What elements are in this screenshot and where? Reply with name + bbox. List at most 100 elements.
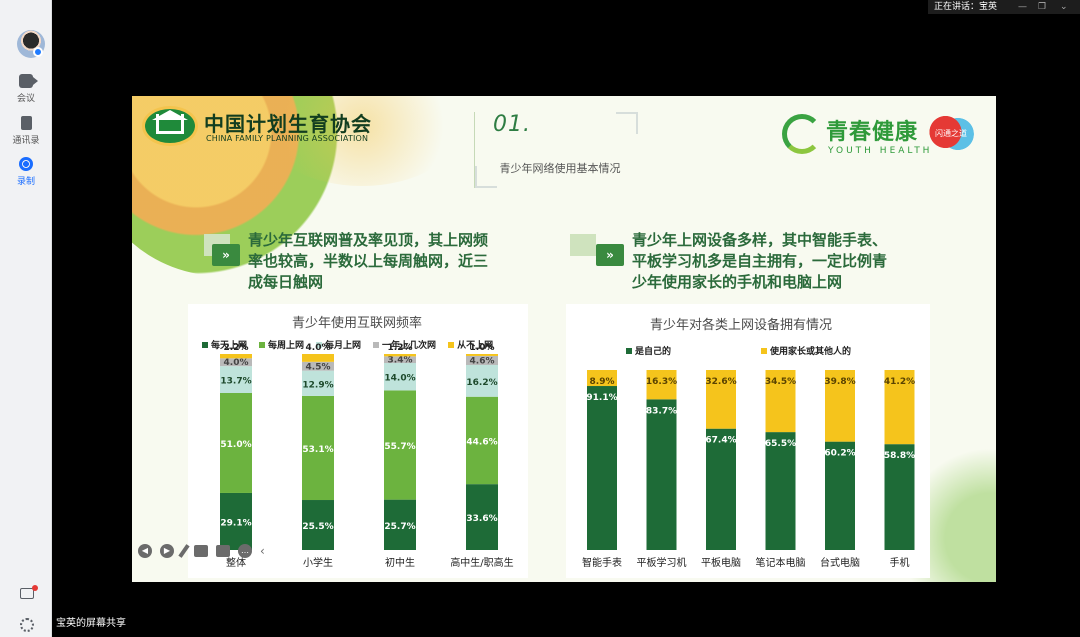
frequency-stacked-bar-chart: 29.1% 51.0% 13.7% 4.0% 2.2% 整体 25.5% 53.1% 12.9%… [220, 343, 514, 569]
bar-segment [302, 370, 334, 396]
bar-segment [220, 393, 252, 493]
bar-segment [466, 354, 498, 356]
screen-icon[interactable] [216, 545, 230, 557]
data-label: 29.1% [220, 518, 251, 528]
org-name-cn: 中国计划生育协会 [204, 112, 372, 136]
data-label: 25.7% [384, 522, 415, 532]
previous-icon[interactable]: ◀ [138, 544, 152, 558]
bar-segment [220, 358, 252, 367]
legend-item: 每周上网 [259, 338, 304, 351]
bar-segment [765, 432, 796, 550]
device-chart-panel: 青少年对各类上网设备拥有情况 是自己的 使用家长或其他人的 91.1% 8.9% 智能… [566, 304, 930, 578]
headline-arrow-icon: » [596, 244, 624, 266]
brand-name-en: YOUTH HEALTH [828, 146, 933, 156]
category-label: 手机 [890, 556, 910, 569]
more-icon[interactable]: … [238, 544, 252, 558]
headline-line: 青少年上网设备多样，其中智能手表、 [632, 231, 888, 249]
settings-gear-icon[interactable] [20, 618, 34, 632]
cfpa-logo-roof [152, 110, 188, 120]
cfpa-logo-house [156, 114, 184, 134]
category-label: 平板学习机 [637, 556, 687, 569]
legend-label: 每周上网 [268, 341, 305, 351]
chart-title: 青少年使用互联网频率 [292, 316, 423, 331]
bar-segment [646, 370, 677, 400]
data-label: 4.6% [470, 356, 495, 366]
laser-icon[interactable] [194, 545, 208, 557]
bar-segment [466, 396, 498, 485]
sidebar-item-label: 录制 [16, 177, 35, 187]
minimize-icon[interactable]: — [1018, 2, 1027, 12]
data-label: 55.7% [384, 442, 415, 452]
category-label: 整体 [226, 556, 246, 569]
headline-line: 少年使用家长的手机和电脑上网 [632, 273, 843, 291]
legend-label: 是自己的 [635, 347, 672, 357]
legend-swatch [202, 341, 208, 348]
headline-decor [570, 234, 596, 256]
bar-segment [466, 355, 498, 365]
bar-segment [384, 354, 416, 357]
bar-segment [302, 395, 334, 501]
bar-segment [220, 366, 252, 394]
mail-icon[interactable] [20, 588, 34, 599]
bar-segment [706, 428, 736, 550]
bar-segment [884, 444, 915, 550]
next-icon[interactable]: ▶ [160, 544, 174, 558]
chart-legend: 每天上网 每周上网 每月上网 一年上几次网 从不上网 [202, 338, 493, 351]
data-label: 58.8% [884, 451, 915, 461]
sidebar-item-contacts[interactable]: 通讯录 [0, 116, 52, 146]
section-header: 01. 青少年网络使用基本情况 [474, 112, 638, 188]
online-status-icon [33, 47, 43, 57]
partner-logo-text: 闪通之道 [935, 129, 967, 138]
active-speaker-label: 正在讲话：宝英 [934, 2, 998, 12]
bar-segment [825, 441, 855, 550]
data-label: 33.6% [466, 514, 497, 524]
bar-segment [765, 370, 796, 433]
headline-line: 青少年互联网普及率见顶，其上网频 [248, 231, 489, 249]
app-sidebar: 会议 通讯录 录制 [0, 0, 52, 637]
category-label: 平板电脑 [701, 556, 741, 569]
headline-line: 平板学习机多是自主拥有，一定比例青 [632, 252, 888, 270]
bar-segment [384, 390, 416, 500]
legend-item: 一年上几次网 [373, 338, 436, 351]
bar-segment [220, 492, 252, 550]
brand-name-cn: 青春健康 [826, 120, 919, 145]
data-label: 12.9% [302, 380, 333, 390]
chevron-down-icon[interactable]: ⌄ [1060, 2, 1068, 12]
right-headline: 青少年上网设备多样，其中智能手表、 平板学习机多是自主拥有，一定比例青 少年使用… [632, 230, 887, 293]
sidebar-item-meeting[interactable]: 会议 [0, 74, 52, 104]
presentation-toolbar: ◀ ▶ … ‹ [138, 544, 265, 558]
pen-icon[interactable] [178, 544, 190, 558]
screen-share-label: 宝英的屏幕共享 [56, 618, 126, 629]
bar-segment [220, 354, 252, 359]
sidebar-item-record[interactable]: 录制 [0, 157, 52, 187]
legend-label: 从不上网 [457, 341, 494, 351]
headline-line: 率也较高，半数以上每周触网，近三 [248, 252, 489, 270]
data-label: 16.2% [466, 378, 497, 388]
device-stacked-bar-chart: 91.1% 8.9% 智能手表 83.7% 16.3% 平板学习机 67.4% 32.6% 平板… [582, 370, 915, 569]
legend-swatch [626, 347, 632, 354]
data-label: 4.0% [306, 343, 331, 353]
legend-label: 每月上网 [325, 341, 362, 351]
data-label: 14.0% [384, 374, 415, 384]
legend-swatch [373, 341, 380, 348]
bar-segment [646, 399, 677, 550]
bar-segment [587, 386, 617, 550]
data-label: 13.7% [220, 377, 251, 387]
data-label: 60.2% [824, 449, 855, 459]
shared-slide: 中国计划生育协会 CHINA FAMILY PLANNING ASSOCIATI… [132, 96, 996, 582]
legend-swatch [259, 341, 266, 348]
restore-icon[interactable]: ❐ [1038, 2, 1047, 12]
category-label: 台式电脑 [820, 556, 860, 569]
legend-item: 每月上网 [316, 338, 361, 351]
chevron-left-icon[interactable]: ‹ [260, 544, 265, 558]
chart-legend: 是自己的 使用家长或其他人的 [626, 344, 851, 357]
data-label: 91.1% [586, 393, 617, 403]
legend-label: 每天上网 [211, 341, 248, 351]
section-title: 青少年网络使用基本情况 [499, 162, 621, 175]
data-label: 53.1% [302, 445, 333, 455]
bar-segment [384, 356, 416, 364]
contacts-icon [20, 116, 32, 130]
youth-health-logo-icon [782, 114, 822, 154]
bar-segment [825, 370, 855, 442]
